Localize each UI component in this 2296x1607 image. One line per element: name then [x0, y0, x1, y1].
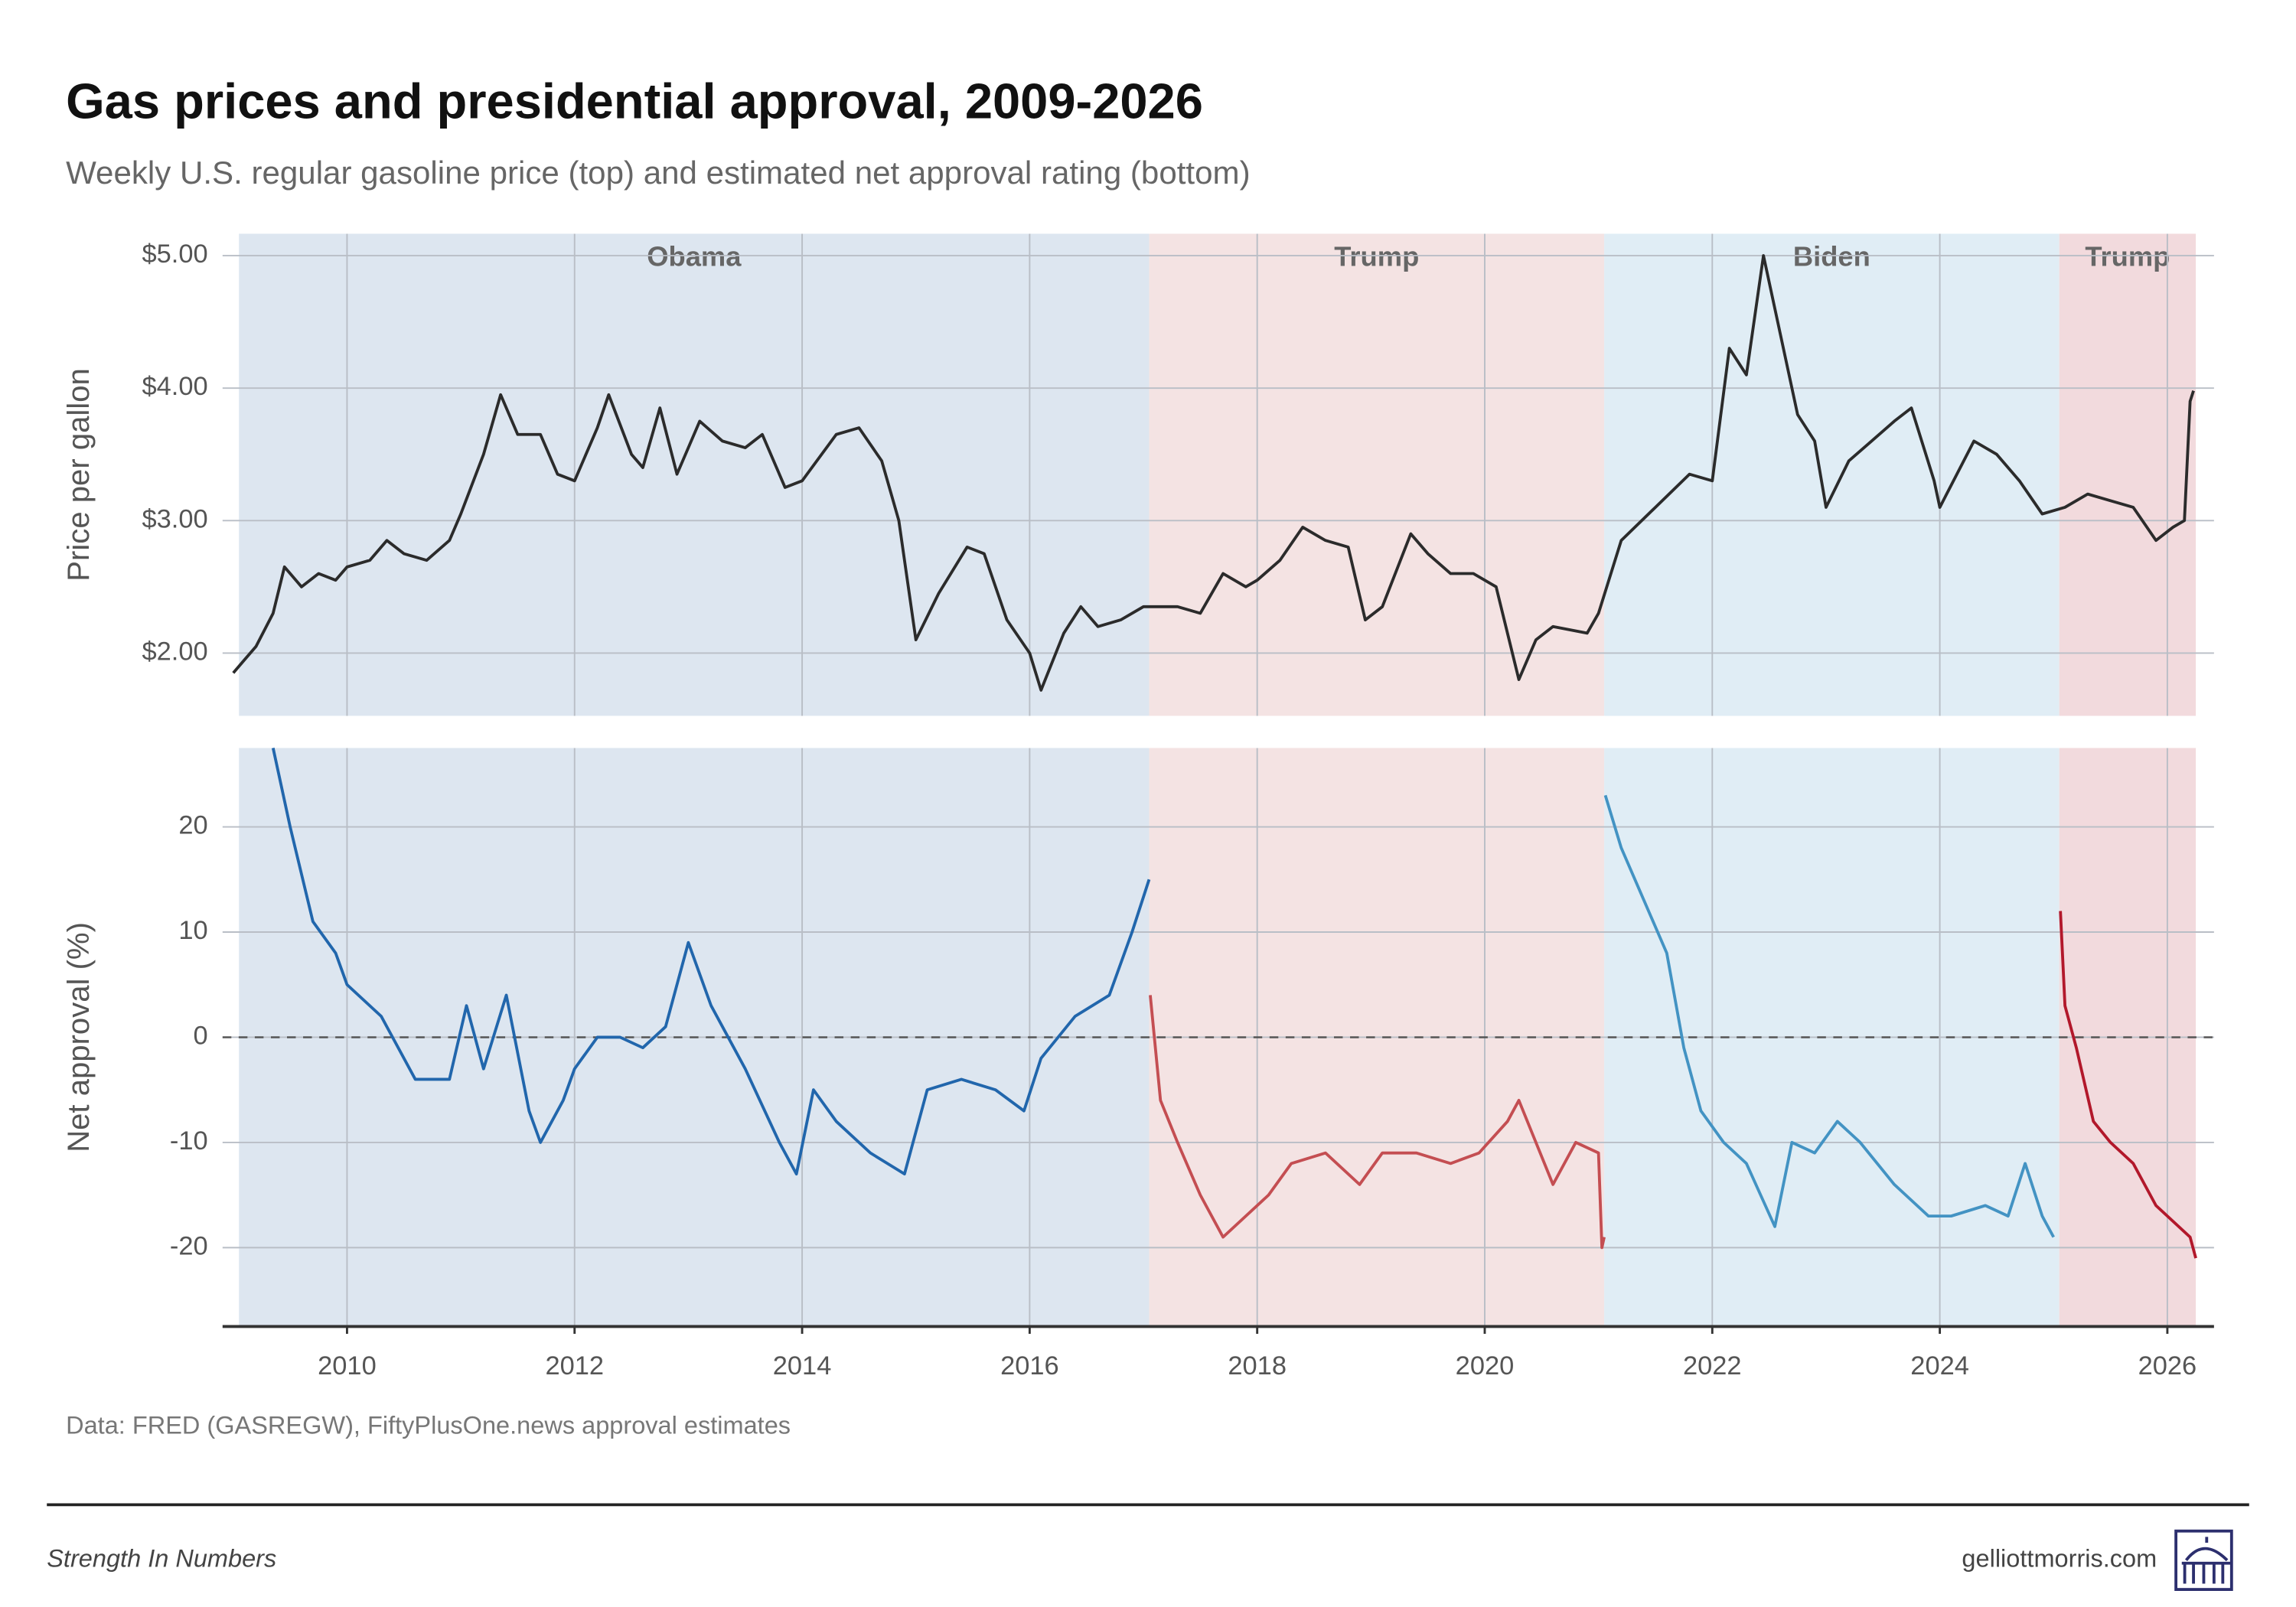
- x-tick-label: 2026: [2138, 1351, 2197, 1380]
- x-tick-label: 2012: [545, 1351, 604, 1380]
- period-label: Obama: [647, 241, 742, 272]
- x-tick-label: 2016: [1000, 1351, 1059, 1380]
- y-tick-label: $2.00: [142, 637, 208, 667]
- period-label: Biden: [1793, 241, 1870, 272]
- x-tick-label: 2014: [773, 1351, 832, 1380]
- x-tick-label: 2010: [318, 1351, 377, 1380]
- period-band: [1604, 233, 2060, 716]
- series-line: [2059, 911, 2197, 1259]
- y-tick-label: -10: [170, 1126, 208, 1156]
- logo: [2174, 1529, 2233, 1591]
- x-tick-label: 2020: [1456, 1351, 1515, 1380]
- y-tick-label: -20: [170, 1231, 208, 1260]
- site: gelliottmorris.com: [1962, 1545, 2157, 1573]
- period-label: Trump: [2085, 241, 2170, 272]
- period-band: [2059, 233, 2197, 716]
- y-tick-label: 0: [194, 1022, 208, 1051]
- source: Data: FRED (GASREGW), FiftyPlusOne.news …: [66, 1412, 791, 1439]
- title: Gas prices and presidential approval, 20…: [66, 73, 1203, 129]
- period-band: [239, 233, 1150, 716]
- y-tick-label: $4.00: [142, 372, 208, 401]
- subtitle: Weekly U.S. regular gasoline price (top)…: [66, 155, 1250, 191]
- x-tick-label: 2018: [1228, 1351, 1287, 1380]
- x-tick-label: 2024: [1910, 1351, 1969, 1380]
- y-axis-label: Price per gallon: [61, 368, 96, 582]
- series-line: [271, 748, 1151, 1176]
- y-tick-label: $3.00: [142, 504, 208, 533]
- y-tick-label: 10: [178, 916, 207, 945]
- tagline: Strength In Numbers: [47, 1545, 276, 1573]
- y-axis-label: Net approval (%): [61, 922, 96, 1152]
- period-label: Trump: [1334, 241, 1419, 272]
- series-line: [232, 254, 2195, 692]
- series-line: [1603, 794, 2055, 1238]
- y-tick-label: $5.00: [142, 240, 208, 269]
- y-tick-label: 20: [178, 811, 207, 840]
- x-tick-label: 2022: [1683, 1351, 1742, 1380]
- period-band: [1149, 233, 1605, 716]
- series-line: [1149, 995, 1606, 1250]
